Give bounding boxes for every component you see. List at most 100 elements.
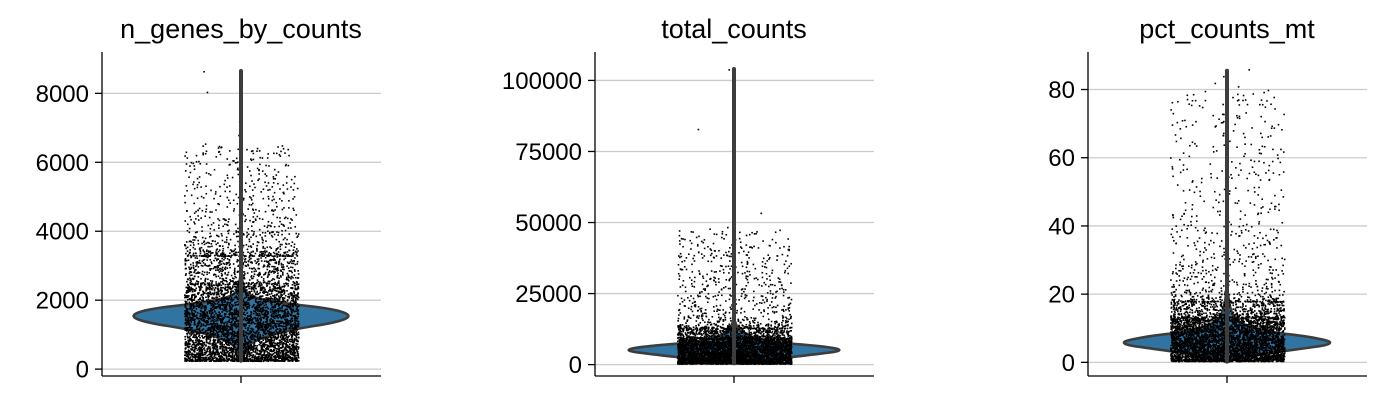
data-point	[233, 271, 235, 274]
data-point	[218, 341, 220, 343]
data-point	[198, 160, 200, 163]
data-point	[244, 305, 247, 307]
data-point	[228, 353, 230, 355]
data-point	[224, 340, 226, 342]
data-point	[189, 338, 192, 341]
data-point	[256, 345, 259, 347]
data-point	[201, 273, 203, 275]
data-point	[226, 289, 229, 292]
data-point	[185, 314, 188, 317]
data-point	[253, 358, 256, 361]
data-point	[288, 243, 290, 245]
data-point	[191, 330, 194, 332]
data-point	[221, 268, 223, 271]
data-point	[225, 328, 228, 331]
data-point	[205, 306, 207, 308]
data-point	[212, 359, 214, 361]
data-point	[289, 292, 291, 295]
data-point	[223, 306, 226, 309]
data-point	[256, 281, 258, 284]
data-point	[258, 352, 260, 355]
data-point	[198, 350, 201, 353]
data-point	[246, 347, 248, 350]
data-point	[235, 326, 238, 329]
data-point	[186, 319, 189, 322]
data-point	[279, 253, 282, 256]
data-point	[185, 163, 188, 165]
data-point	[212, 334, 215, 336]
data-point	[212, 332, 215, 334]
data-point	[250, 286, 253, 288]
data-point	[261, 288, 264, 290]
data-point	[216, 345, 218, 347]
data-point	[281, 305, 284, 308]
data-point	[295, 345, 298, 347]
data-point	[281, 346, 284, 349]
data-point	[204, 353, 206, 356]
data-point	[192, 262, 195, 264]
data-point	[285, 255, 287, 257]
data-point	[270, 342, 273, 345]
data-point	[229, 326, 232, 329]
data-point	[281, 310, 284, 313]
data-point	[206, 348, 208, 351]
data-point	[286, 272, 289, 275]
data-point	[218, 283, 221, 286]
data-point	[232, 347, 235, 350]
data-point	[271, 279, 273, 282]
data-point	[231, 318, 234, 320]
data-point	[283, 217, 286, 220]
data-point	[269, 335, 271, 337]
data-point	[235, 301, 237, 304]
data-point	[220, 299, 223, 301]
data-point	[265, 164, 267, 167]
data-point	[236, 298, 239, 300]
data-point	[203, 258, 206, 261]
data-point	[237, 319, 240, 322]
data-point	[230, 355, 232, 358]
data-point	[200, 350, 202, 352]
data-point	[250, 322, 253, 325]
data-point	[204, 305, 207, 307]
data-point	[224, 289, 227, 291]
data-point	[292, 299, 295, 302]
data-point	[232, 298, 235, 301]
data-point	[278, 287, 280, 289]
data-point	[201, 270, 204, 273]
data-point	[210, 304, 213, 307]
data-point	[210, 261, 213, 263]
data-point	[264, 326, 266, 329]
data-point	[226, 174, 229, 177]
data-point	[206, 287, 209, 290]
data-point	[283, 225, 285, 227]
data-point	[280, 359, 283, 362]
data-point	[237, 334, 239, 336]
data-point	[271, 315, 273, 318]
data-point	[258, 210, 260, 212]
data-point	[206, 282, 209, 284]
data-point	[256, 353, 259, 355]
data-point	[271, 270, 274, 273]
data-point	[203, 358, 206, 361]
data-point	[197, 321, 200, 324]
data-point	[234, 332, 236, 335]
data-point	[277, 251, 280, 253]
data-point	[189, 263, 192, 266]
data-point	[191, 288, 194, 290]
data-point	[191, 295, 193, 297]
data-point	[190, 318, 193, 321]
data-point	[204, 320, 206, 322]
data-point	[230, 249, 233, 252]
data-point	[201, 349, 204, 352]
data-point	[243, 360, 245, 362]
data-point	[255, 208, 257, 211]
data-point	[275, 152, 278, 155]
violin-panel-n-genes: n_genes_by_counts 0 2000 4000 6000 8000	[36, 14, 381, 384]
data-point	[234, 312, 237, 314]
data-point	[221, 270, 223, 273]
data-point	[226, 320, 229, 323]
data-point	[273, 233, 276, 236]
data-point	[266, 293, 269, 296]
data-point	[276, 354, 279, 356]
data-point	[226, 310, 228, 313]
